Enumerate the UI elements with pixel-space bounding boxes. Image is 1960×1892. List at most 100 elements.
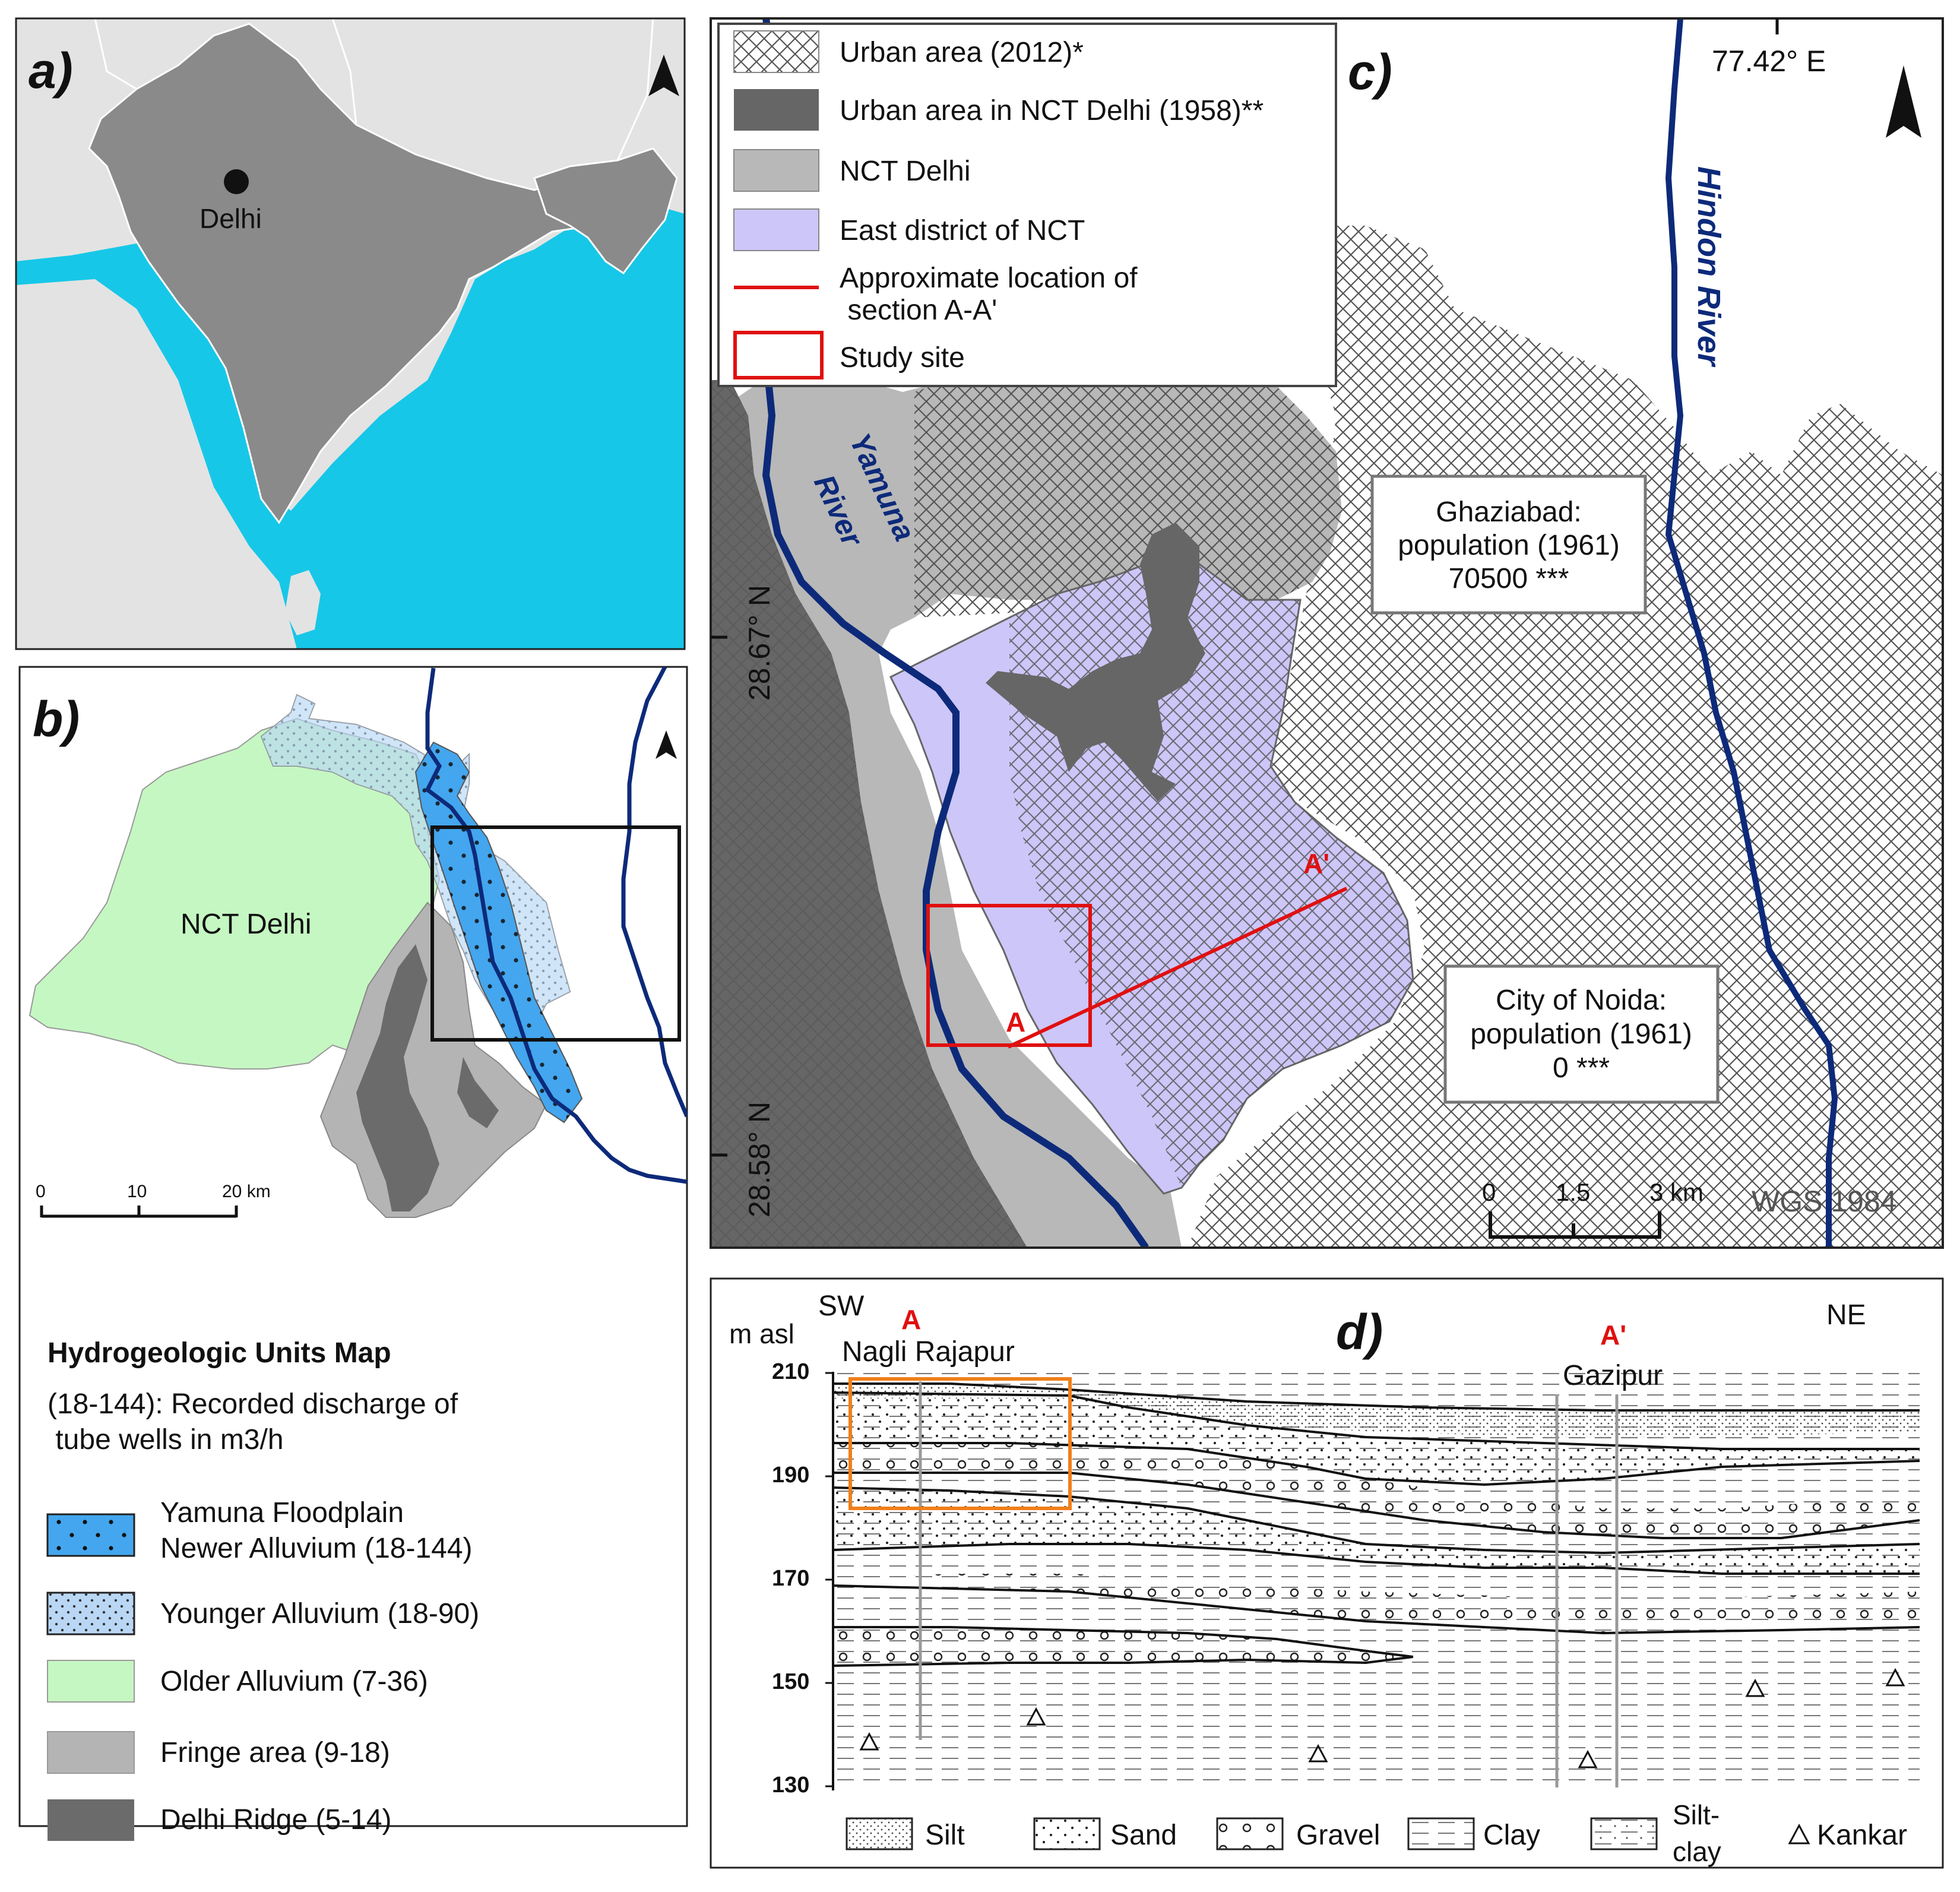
legend-swatch-clay [1407,1817,1475,1850]
panel-a-map: a) Delhi [15,17,686,650]
legend-silt-clay-line-1: Silt- [1673,1799,1720,1830]
legend-ridge-label: Delhi Ridge (5-14) [160,1804,392,1836]
panel-c-label: c) [1348,44,1392,100]
scale-tick-0: 0 [36,1182,46,1201]
ghaziabad-line-2: population (1961) [1398,530,1620,561]
legend-gravel: Gravel [1296,1820,1380,1851]
sri-lanka [285,570,321,635]
ytick-130: 130 [772,1773,809,1798]
y-axis-ticks [825,1372,833,1787]
legend-swatch-east [733,208,819,251]
lat-label-2: 28.58° N [743,1102,776,1217]
legend-floodplain-line-2: Newer Alluvium (18-144) [160,1533,473,1564]
legend-note-line-2: tube wells in m3/h [48,1424,284,1456]
panel-a-frame [15,17,686,650]
noida-line-1: City of Noida: [1496,985,1667,1016]
study-extent-box [430,825,681,1042]
legend-section-line-1: Approximate location of [840,262,1138,294]
panel-c-map: 77.42° E 28.67° N 28.58° N c) Yamuna Riv… [710,17,1944,1249]
ytick-150: 150 [772,1669,809,1694]
lon-label: 77.42° E [1712,45,1826,78]
noida-callout: City of Noida: population (1961) 0 *** [1443,964,1720,1104]
site-nagli-rajapur: Nagli Rajapur [842,1336,1015,1368]
legend-note-line-1: (18-144): Recorded discharge of [48,1388,458,1420]
section-a-label-d: A [901,1304,921,1335]
panel-c-scale-bar: 0 1.5 3 km [1482,1178,1703,1239]
legend-swatch-fringe [47,1731,135,1774]
legend-swatch-silt [846,1817,913,1850]
legend-title: Hydrogeologic Units Map [48,1337,391,1369]
legend-kankar: Kankar [1817,1820,1907,1851]
panel-c-frame [710,17,1944,1249]
panel-b-label: b) [33,691,80,747]
india-landmass [88,23,631,524]
ne-label: NE [1826,1299,1866,1331]
scale-tick-1-5: 1.5 [1556,1178,1590,1206]
layer-boundaries [832,1382,1920,1667]
section-a-label: A [1006,1007,1025,1037]
ytick-170: 170 [772,1566,809,1591]
legend-section-line-2: section A-A' [840,295,997,326]
neighbour-border [94,18,654,161]
site-gazipur: Gazipur [1563,1360,1663,1391]
legend-swatch-nct [733,149,819,192]
legend-floodplain-line-1: Yamuna Floodplain [160,1497,404,1529]
scale-tick-3: 3 km [1649,1178,1703,1206]
yamuna-river-b [425,667,687,1184]
scale-tick-10: 10 [127,1182,147,1201]
ghaziabad-line-1: Ghaziabad: [1436,496,1582,528]
hindon-river-c [1665,18,1838,1248]
y-axis-label: m asl [729,1318,794,1349]
legend-older-label: Older Alluvium (7-36) [160,1666,428,1697]
delhi-label: Delhi [200,203,262,234]
section-a-prime-label-d: A' [1600,1320,1626,1350]
gravel-middle [833,1574,1920,1633]
noida-line-2: population (1961) [1470,1018,1692,1050]
lat-label-1: 28.67° N [743,585,776,701]
delhi-ridge-area [356,944,499,1211]
gravel-lower [833,1627,1413,1666]
panel-b-scale-bar: 0 10 20 km [36,1182,271,1218]
panel-b-map: b) NCT Delhi 0 10 20 km Hydrogeologic Un… [18,666,688,1841]
legend-silt-clay-line-2: clay [1673,1836,1721,1867]
noida-line-3: 0 *** [1553,1052,1610,1084]
ytick-190: 190 [772,1463,809,1488]
nct-delhi-label: NCT Delhi [181,909,312,940]
floodplain-dots [416,742,582,1122]
urban-1958-east [986,523,1205,802]
legend-younger-label: Younger Alluvium (18-90) [160,1598,479,1630]
legend-swatch-floodplain-dots [48,1514,134,1556]
section-a-prime-label: A' [1303,848,1329,879]
panel-c-legend: Urban area (2012)* Urban area in NCT Del… [717,23,1337,387]
hindon-river-label: Hindon River [1691,166,1727,368]
scale-tick-0: 0 [1482,1178,1496,1206]
legend-urban-1958: Urban area in NCT Delhi (1958)** [840,95,1264,126]
legend-swatch-study-site [733,331,824,379]
north-arrow-icon [648,55,679,96]
study-site-highlight [848,1377,1072,1510]
kankar-markers [859,1668,1905,1768]
panel-a-label: a) [29,43,73,99]
legend-nct: NCT Delhi [840,156,971,187]
ghaziabad-callout: Ghaziabad: population (1961) 70500 *** [1370,474,1647,615]
datum-label: WGS 1984 [1752,1185,1897,1218]
legend-swatch-urban-2012 [733,30,819,73]
sw-label: SW [818,1290,865,1322]
legend-swatch-ridge [48,1799,134,1841]
legend-urban-2012: Urban area (2012)* [840,37,1084,68]
gravel-upper [833,1443,1920,1538]
legend-sand: Sand [1110,1820,1177,1851]
panel-d-label: d) [1336,1304,1383,1360]
hindon-river-b [621,667,687,1118]
silt-layer [833,1384,1920,1437]
legend-study-site: Study site [840,342,965,374]
north-arrow-icon [1886,65,1921,138]
panel-d-section: 210 190 170 150 130 m asl SW NE A A' Nag… [710,1277,1944,1869]
legend-swatch-younger-dots [48,1593,134,1634]
legend-swatch-gravel [1216,1817,1284,1850]
ghaziabad-line-3: 70500 *** [1449,563,1569,594]
kankar-icon [1788,1823,1810,1844]
ytick-210: 210 [772,1359,809,1384]
panel-d-legend: Silt Sand Gravel Clay Silt- clay Kankar [846,1799,1907,1867]
